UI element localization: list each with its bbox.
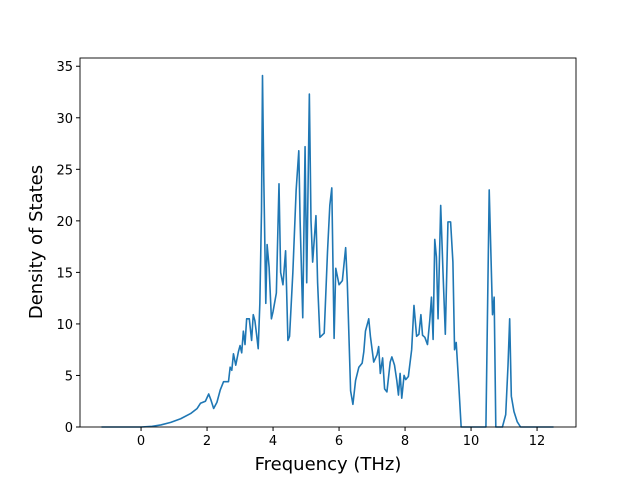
y-tick-label: 15 [56, 266, 73, 281]
y-tick-label: 10 [56, 318, 73, 333]
x-tick-label: 10 [463, 434, 480, 449]
plot-frame [79, 57, 577, 428]
y-tick-label: 25 [56, 163, 73, 178]
line-series [101, 74, 554, 428]
x-tick-label: 0 [137, 434, 145, 449]
x-axis-label: Frequency (THz) [255, 454, 402, 475]
y-tick-label: 5 [65, 369, 73, 384]
x-tick-label: 6 [335, 434, 343, 449]
x-tick-label: 4 [269, 434, 277, 449]
y-axis-label: Density of States [26, 165, 47, 319]
x-tick-label: 12 [529, 434, 546, 449]
x-tick-label: 8 [401, 434, 409, 449]
y-tick-label: 35 [56, 60, 73, 75]
y-tick-label: 20 [56, 215, 73, 230]
y-tick-label: 30 [56, 112, 73, 127]
y-tick-label: 0 [65, 421, 73, 436]
x-tick-label: 2 [203, 434, 211, 449]
